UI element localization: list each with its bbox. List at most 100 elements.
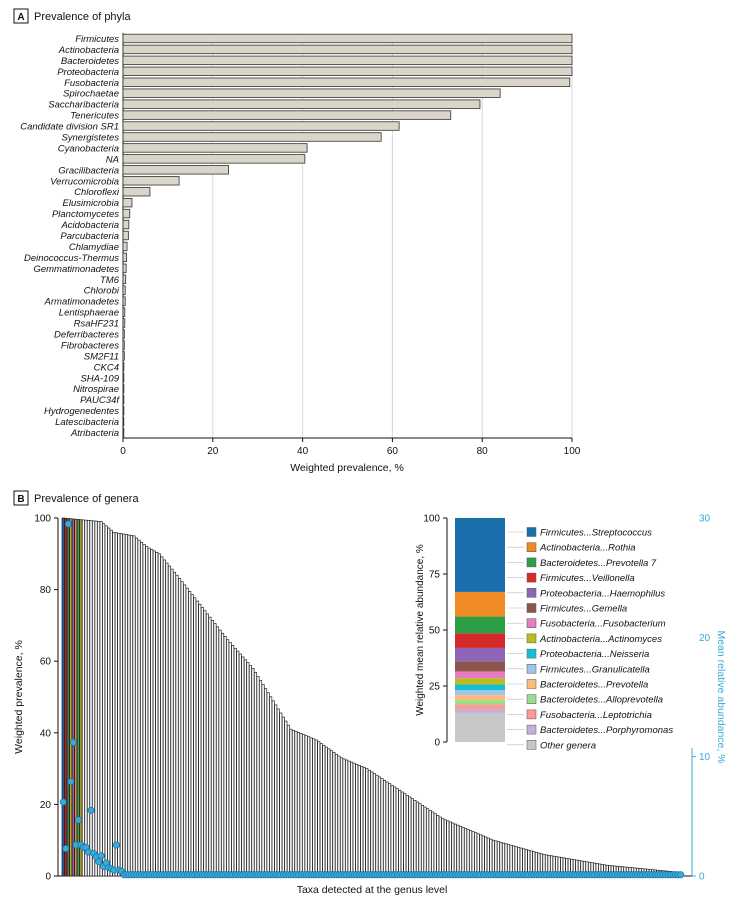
y-tick-label: 0 bbox=[45, 872, 51, 883]
genus-bar bbox=[476, 833, 480, 877]
legend-swatch bbox=[526, 633, 537, 644]
legend-label: Bacteroidetes...Porphyromonas bbox=[540, 725, 673, 736]
legend-label: Bacteroidetes...Prevotella bbox=[540, 680, 648, 691]
genus-bar bbox=[167, 565, 171, 877]
genus-bar bbox=[403, 793, 407, 877]
genus-bar bbox=[104, 525, 108, 877]
x-tick-label: 0 bbox=[120, 446, 126, 457]
genus-bar bbox=[210, 620, 214, 877]
panel-b-title: Prevalence of genera bbox=[34, 493, 139, 505]
genus-bar bbox=[317, 741, 321, 877]
genus-bar bbox=[195, 600, 199, 877]
phylum-label: Atribacteria bbox=[70, 428, 119, 439]
panel-a-x-axis-title: Weighted prevalence, % bbox=[290, 462, 404, 474]
genus-bar bbox=[367, 769, 371, 877]
genus-bar bbox=[276, 708, 280, 877]
genus-bar bbox=[135, 537, 139, 877]
genus-bar bbox=[86, 520, 90, 877]
legend-label: Bacteroidetes...Prevotella 7 bbox=[540, 558, 657, 569]
genus-bar bbox=[241, 656, 245, 877]
genus-bar bbox=[433, 813, 437, 877]
genus-bar bbox=[362, 767, 366, 877]
panel-a-letter: A bbox=[17, 12, 24, 23]
genus-bar bbox=[152, 550, 156, 877]
phylum-label: TM6 bbox=[100, 275, 120, 286]
genus-bar bbox=[309, 737, 313, 877]
genus-bar bbox=[357, 765, 361, 877]
genus-bar bbox=[253, 672, 258, 877]
genus-bar bbox=[479, 834, 483, 877]
panel-a-header: A Prevalence of phyla bbox=[13, 8, 131, 24]
phylum-label: Bacteroidetes bbox=[61, 56, 119, 67]
legend-label: Other genera bbox=[540, 740, 596, 751]
phylum-label: SHA-109 bbox=[80, 373, 119, 384]
x-tick-label: 80 bbox=[477, 446, 489, 457]
genus-bar bbox=[208, 616, 212, 877]
abundance-point bbox=[69, 738, 77, 746]
y2-tick-label: 10 bbox=[699, 752, 711, 763]
phylum-bar bbox=[122, 208, 131, 219]
legend-swatch bbox=[526, 557, 537, 568]
genus-bar bbox=[329, 750, 333, 877]
inset-stack-segment bbox=[455, 704, 505, 710]
legend-swatch bbox=[526, 679, 537, 689]
phylum-label: SM2F11 bbox=[84, 351, 119, 362]
y2-tick-label: 20 bbox=[699, 633, 711, 644]
genus-bar bbox=[486, 837, 490, 877]
inset-stack-segment bbox=[455, 700, 505, 705]
genus-bar bbox=[150, 549, 154, 877]
phylum-bar bbox=[122, 307, 126, 317]
inset-y-tick-label: 75 bbox=[429, 570, 441, 581]
genus-bar bbox=[304, 735, 308, 877]
y2-tick-label: 30 bbox=[699, 514, 711, 525]
genus-bar bbox=[132, 535, 136, 877]
phylum-label: Chloroflexi bbox=[74, 187, 120, 198]
phylum-bar bbox=[122, 55, 573, 66]
genus-bar bbox=[122, 533, 126, 877]
genus-bar bbox=[97, 520, 101, 877]
phylum-bar bbox=[122, 187, 151, 197]
genus-bar bbox=[441, 818, 445, 877]
phylum-label: Chlorobi bbox=[84, 286, 120, 297]
x-tick-label: 40 bbox=[297, 446, 309, 457]
genus-bar bbox=[243, 659, 247, 877]
genus-bar bbox=[102, 523, 106, 877]
phylum-bar bbox=[122, 241, 128, 252]
genus-bar bbox=[296, 732, 301, 877]
phylum-label: Cyanobacteria bbox=[58, 143, 119, 154]
phylum-label: Elusimicrobia bbox=[63, 198, 120, 209]
phylum-label: Deinococcus-Thermus bbox=[24, 253, 119, 264]
phylum-bar bbox=[122, 154, 306, 164]
phylum-bar bbox=[122, 296, 126, 306]
genera-prevalence-chart: 0 20 40 60 80 100 0 10 20 30 bbox=[34, 514, 710, 883]
phylum-bar bbox=[122, 88, 501, 98]
genus-bar bbox=[218, 629, 222, 877]
legend-swatch bbox=[526, 724, 537, 735]
genus-bar bbox=[286, 724, 290, 877]
inset-stack-segment bbox=[455, 684, 505, 691]
genus-bar bbox=[375, 774, 379, 877]
genus-bar bbox=[370, 771, 374, 877]
genus-bar bbox=[469, 830, 473, 877]
inset-stack-segment bbox=[455, 518, 505, 592]
genus-bar bbox=[203, 610, 207, 877]
genus-bar bbox=[188, 591, 192, 877]
genus-bar bbox=[504, 843, 508, 877]
genus-bar bbox=[347, 760, 351, 877]
phylum-bar bbox=[122, 44, 573, 55]
phylum-label: Verrucomicrobia bbox=[50, 176, 119, 187]
genus-bar bbox=[453, 823, 457, 877]
genus-bar bbox=[395, 788, 399, 877]
genus-bar bbox=[92, 520, 96, 877]
abundance-point bbox=[87, 806, 95, 814]
genus-bar bbox=[178, 578, 182, 877]
genus-bar bbox=[380, 778, 384, 877]
inset-stacked-chart: 0 25 50 75 100 Firmicutes...Streptococcus Acti… bbox=[414, 512, 696, 751]
genus-bar bbox=[147, 547, 151, 877]
genus-bar bbox=[418, 803, 422, 877]
genus-bar bbox=[420, 805, 425, 877]
abundance-point bbox=[67, 778, 75, 786]
genus-bar bbox=[157, 553, 161, 877]
genus-bar bbox=[466, 829, 470, 877]
